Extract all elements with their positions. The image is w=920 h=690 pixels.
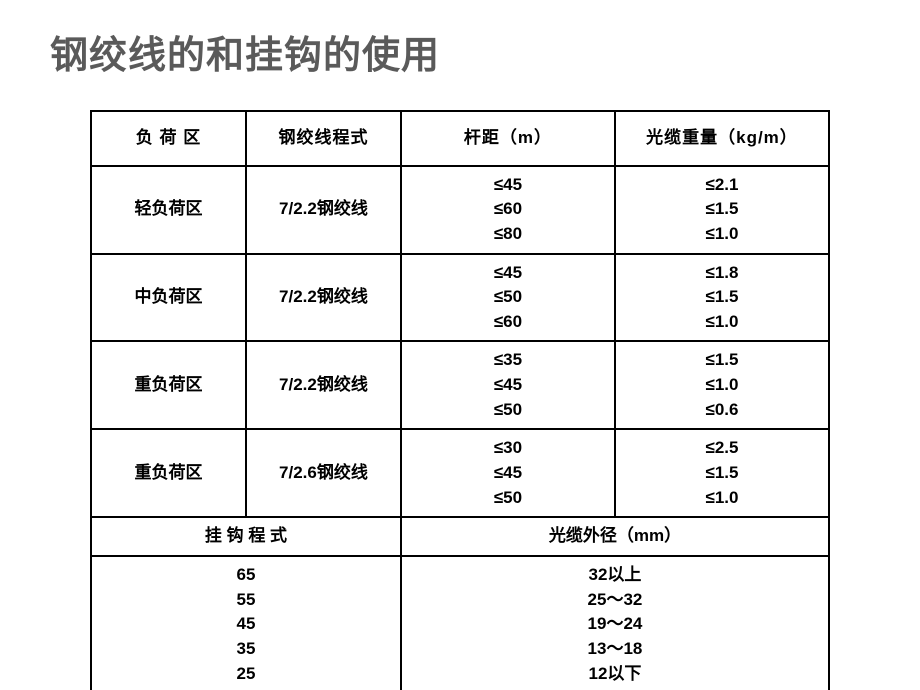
- th-span: 杆距（m）: [401, 111, 615, 166]
- cell-spec: 7/2.2钢绞线: [246, 341, 401, 429]
- th-cable-diameter: 光缆外径（mm）: [401, 517, 829, 556]
- cell-diameter-values: 32以上 25～32 19～24 13～18 12以下: [401, 556, 829, 690]
- cell-weight: ≤1.8 ≤1.5 ≤1.0: [615, 254, 829, 342]
- cell-span: ≤45 ≤50 ≤60: [401, 254, 615, 342]
- slide-container: 钢绞线的和挂钩的使用 负 荷 区 钢绞线程式 杆距（m） 光缆重量（kg/m） …: [0, 0, 920, 690]
- cell-zone: 轻负荷区: [91, 166, 246, 254]
- cell-span: ≤30 ≤45 ≤50: [401, 429, 615, 517]
- table-row: 重负荷区 7/2.6钢绞线 ≤30 ≤45 ≤50 ≤2.5 ≤1.5 ≤1.0: [91, 429, 829, 517]
- th-weight: 光缆重量（kg/m）: [615, 111, 829, 166]
- table-row: 轻负荷区 7/2.2钢绞线 ≤45 ≤60 ≤80 ≤2.1 ≤1.5 ≤1.0: [91, 166, 829, 254]
- table-main: 负 荷 区 钢绞线程式 杆距（m） 光缆重量（kg/m） 轻负荷区 7/2.2钢…: [90, 110, 830, 690]
- cell-zone: 重负荷区: [91, 429, 246, 517]
- table-subheader-row: 挂 钩 程 式 光缆外径（mm）: [91, 517, 829, 556]
- cell-zone: 中负荷区: [91, 254, 246, 342]
- cell-span: ≤35 ≤45 ≤50: [401, 341, 615, 429]
- cell-weight: ≤1.5 ≤1.0 ≤0.6: [615, 341, 829, 429]
- table-header-row: 负 荷 区 钢绞线程式 杆距（m） 光缆重量（kg/m）: [91, 111, 829, 166]
- cell-weight: ≤2.1 ≤1.5 ≤1.0: [615, 166, 829, 254]
- table-row: 重负荷区 7/2.2钢绞线 ≤35 ≤45 ≤50 ≤1.5 ≤1.0 ≤0.6: [91, 341, 829, 429]
- cell-weight: ≤2.5 ≤1.5 ≤1.0: [615, 429, 829, 517]
- table-sub-row: 65 55 45 35 25 32以上 25～32 19～24 13～18 12…: [91, 556, 829, 690]
- cell-spec: 7/2.2钢绞线: [246, 166, 401, 254]
- cell-hook-values: 65 55 45 35 25: [91, 556, 401, 690]
- th-spec: 钢绞线程式: [246, 111, 401, 166]
- cell-spec: 7/2.6钢绞线: [246, 429, 401, 517]
- usage-table: 负 荷 区 钢绞线程式 杆距（m） 光缆重量（kg/m） 轻负荷区 7/2.2钢…: [90, 110, 830, 690]
- th-zone: 负 荷 区: [91, 111, 246, 166]
- th-hook-spec: 挂 钩 程 式: [91, 517, 401, 556]
- slide-title: 钢绞线的和挂钩的使用: [50, 24, 440, 79]
- cell-spec: 7/2.2钢绞线: [246, 254, 401, 342]
- cell-zone: 重负荷区: [91, 341, 246, 429]
- table-row: 中负荷区 7/2.2钢绞线 ≤45 ≤50 ≤60 ≤1.8 ≤1.5 ≤1.0: [91, 254, 829, 342]
- cell-span: ≤45 ≤60 ≤80: [401, 166, 615, 254]
